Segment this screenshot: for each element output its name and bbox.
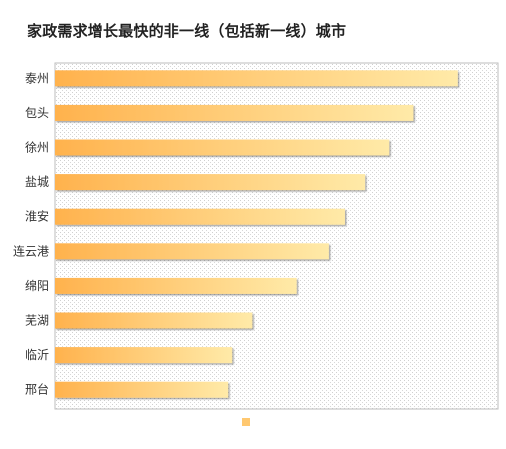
bar-绵阳 [55, 277, 297, 294]
category-label: 连云港 [13, 243, 49, 258]
category-label: 临沂 [25, 348, 49, 362]
bar-包头 [55, 104, 414, 121]
bar-徐州 [55, 139, 390, 156]
category-label: 盐城 [25, 175, 49, 189]
category-label: 淮安 [25, 209, 49, 224]
category-label: 邢台 [25, 382, 49, 397]
category-label: 绵阳 [25, 279, 49, 293]
bar-淮安 [55, 208, 345, 225]
bar-盐城 [55, 174, 366, 191]
category-label: 徐州 [25, 140, 49, 155]
chart-title: 家政需求增长最快的非一线（包括新一线）城市 [27, 22, 347, 40]
category-label: 芜湖 [25, 313, 49, 328]
bar-芜湖 [55, 312, 253, 329]
category-label: 泰州 [25, 71, 49, 85]
bar-临沂 [55, 347, 233, 364]
bar-泰州 [55, 70, 458, 87]
bar-邢台 [55, 381, 229, 398]
category-label: 包头 [25, 106, 49, 120]
legend-swatch [242, 418, 250, 426]
bar-连云港 [55, 243, 329, 260]
